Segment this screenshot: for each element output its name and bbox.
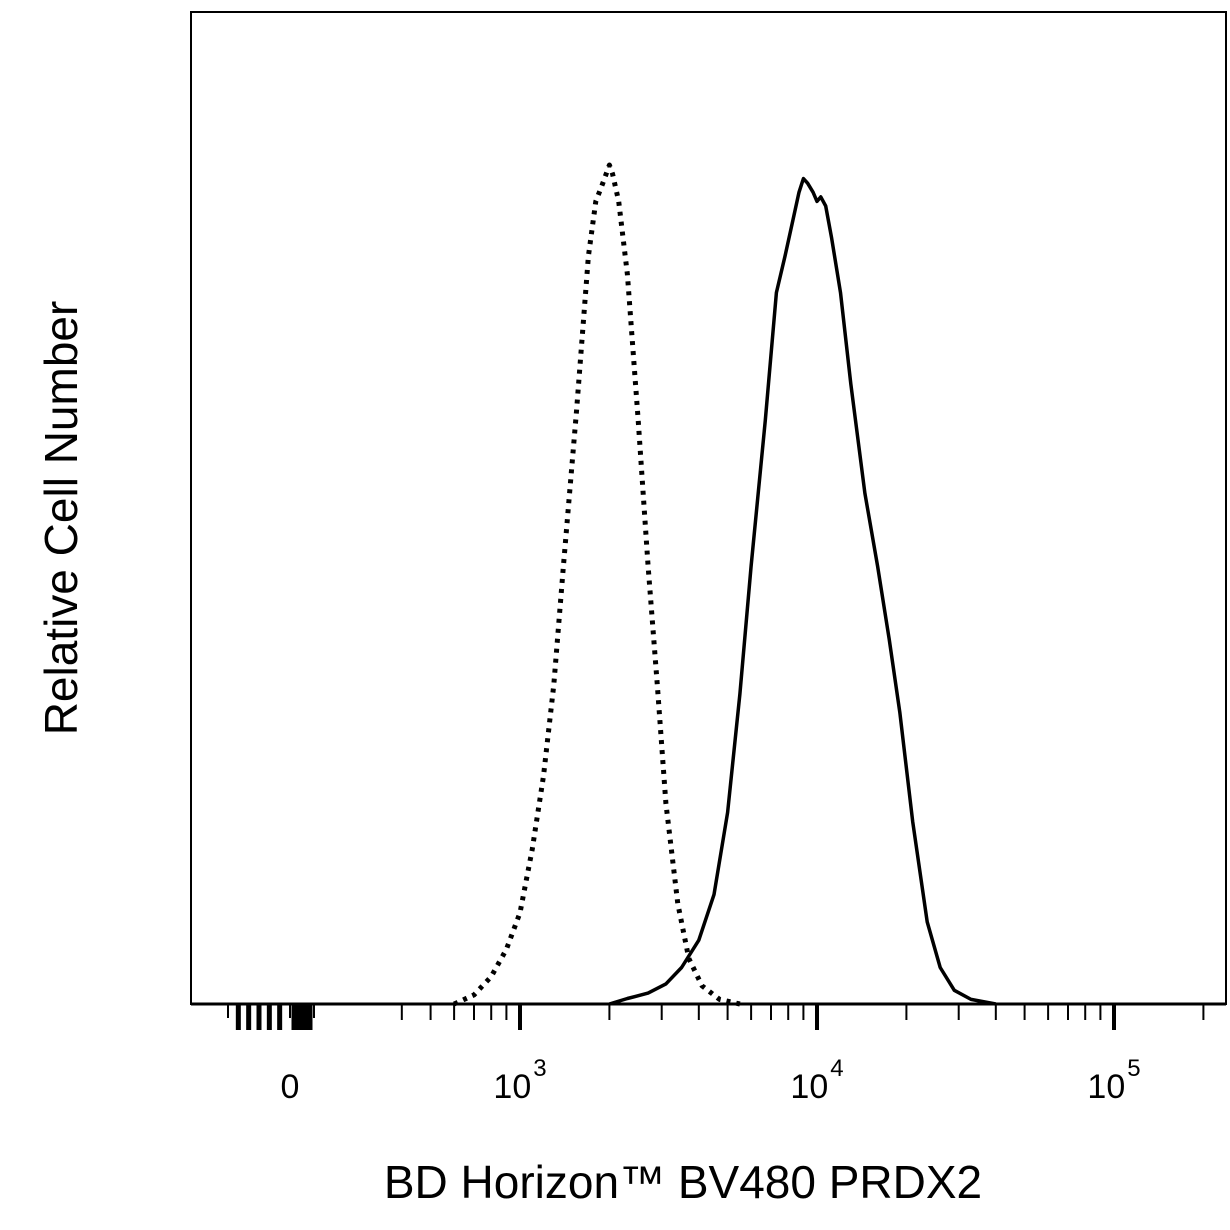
x-axis-ticks <box>227 1004 1205 1030</box>
x-tick-exponent: 5 <box>1127 1055 1140 1082</box>
series-dotted-histogram <box>453 162 741 1007</box>
x-tick-label: 0 <box>281 1068 300 1106</box>
x-axis-label: BD Horizon™ BV480 PRDX2 <box>384 1156 982 1208</box>
series-solid-histogram <box>608 176 997 1006</box>
series-layer <box>453 162 997 1007</box>
x-tick-exponent: 3 <box>533 1055 546 1082</box>
y-axis-label: Relative Cell Number <box>35 301 87 736</box>
x-tick-exponent: 4 <box>830 1055 843 1082</box>
